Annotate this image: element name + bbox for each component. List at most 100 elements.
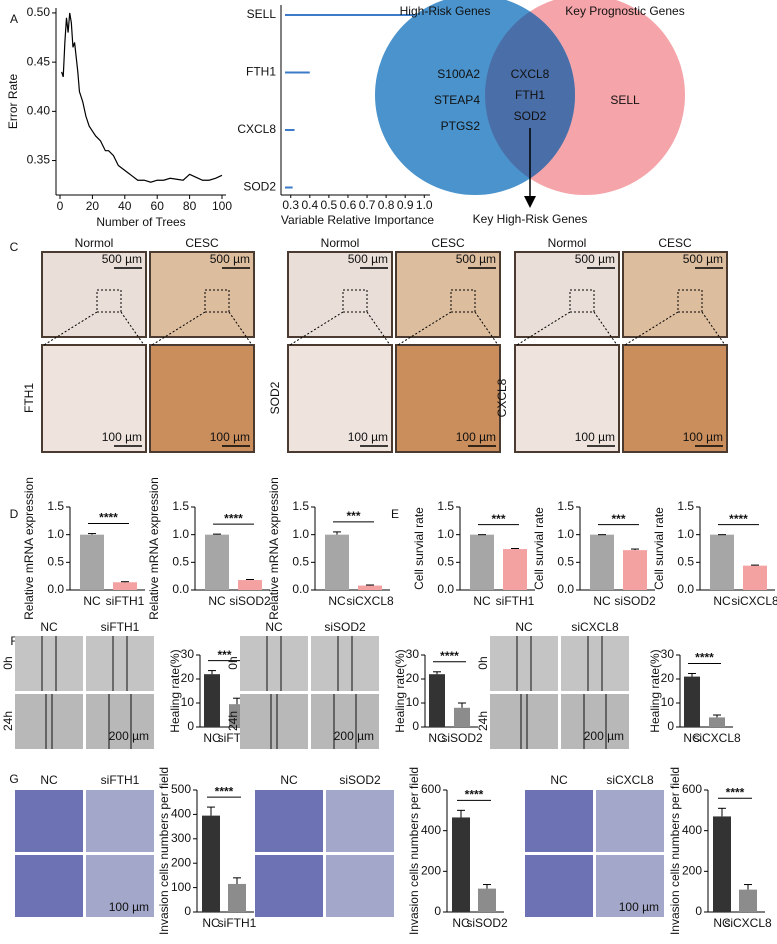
y-tick-label: 400 bbox=[682, 823, 702, 837]
column-header: Normol bbox=[548, 236, 587, 250]
y-tick-label: 20 bbox=[406, 671, 420, 685]
transwell-image bbox=[15, 855, 83, 917]
y-axis-label: Error Rate bbox=[6, 74, 20, 130]
x-tick-label: NC bbox=[593, 594, 611, 608]
error-bar bbox=[511, 548, 519, 550]
significance: *** bbox=[346, 509, 360, 523]
error-bar bbox=[457, 809, 465, 818]
column-header: siSOD2 bbox=[339, 773, 381, 787]
scale-label: 500 µm bbox=[348, 252, 388, 266]
significance: **** bbox=[224, 511, 243, 525]
y-tick-label: 0.40 bbox=[27, 104, 51, 118]
error-bar bbox=[631, 548, 639, 551]
wound-image bbox=[86, 636, 154, 691]
column-header: CESC bbox=[185, 236, 219, 250]
gene: PTGS2 bbox=[441, 119, 481, 133]
histology-image bbox=[622, 344, 728, 453]
x-tick-label: siFTH1 bbox=[496, 594, 535, 608]
significance: *** bbox=[491, 512, 505, 526]
bar bbox=[590, 534, 614, 590]
error-bar bbox=[333, 531, 341, 535]
y-tick-label: 1.5 bbox=[47, 499, 64, 513]
y-axis-label: Invasion cells numbers per field bbox=[668, 767, 682, 935]
y-tick-label: 1.5 bbox=[677, 499, 694, 513]
zoom-box bbox=[569, 289, 595, 313]
wound-image bbox=[561, 636, 629, 691]
y-tick-label: 1.0 bbox=[172, 527, 189, 541]
x-tick-label: 0.7 bbox=[359, 198, 376, 212]
bar bbox=[325, 534, 349, 590]
zoom-line bbox=[397, 311, 452, 346]
bar bbox=[684, 676, 700, 727]
significance: **** bbox=[215, 784, 234, 798]
x-tick-label: NC bbox=[713, 594, 731, 608]
scale-label: 100 µm bbox=[102, 430, 142, 444]
bar bbox=[285, 14, 425, 16]
y-tick-label: 30 bbox=[181, 647, 195, 661]
error-bar bbox=[433, 671, 441, 675]
row-label: 0h bbox=[1, 656, 15, 669]
transwell-image bbox=[326, 855, 394, 917]
venn-left-title: High-Risk Genes bbox=[400, 4, 491, 18]
scale-label: 100 µm bbox=[210, 430, 250, 444]
gene: STEAP4 bbox=[434, 93, 480, 107]
zoom-line bbox=[151, 311, 206, 346]
histology-image bbox=[149, 344, 255, 453]
x-tick-label: 0.3 bbox=[282, 198, 299, 212]
zoom-box bbox=[450, 289, 476, 313]
panel-label: C bbox=[10, 240, 19, 254]
wound-image bbox=[490, 694, 558, 749]
histology-image bbox=[514, 344, 620, 453]
gene: S100A2 bbox=[437, 67, 480, 81]
bar bbox=[452, 817, 470, 912]
bar bbox=[80, 534, 104, 590]
wound-image bbox=[15, 694, 83, 749]
column-header: NC bbox=[265, 620, 283, 634]
column-header: NC bbox=[550, 773, 568, 787]
bar bbox=[358, 585, 382, 590]
y-tick-label: 1.5 bbox=[557, 499, 574, 513]
x-tick-label: siCXCL8 bbox=[731, 594, 777, 608]
error-bar bbox=[246, 578, 254, 581]
significance: **** bbox=[465, 788, 484, 802]
y-tick-label: 0 bbox=[667, 719, 674, 733]
transwell-image bbox=[15, 790, 83, 852]
zoom-box bbox=[96, 289, 122, 313]
error-bar bbox=[207, 806, 215, 816]
histology-image bbox=[395, 344, 501, 453]
significance: *** bbox=[611, 512, 625, 526]
y-tick-label: 300 bbox=[171, 831, 191, 845]
y-axis-label: Relative mRNA expression bbox=[147, 477, 161, 620]
row-label: 0h bbox=[226, 656, 240, 669]
bar bbox=[743, 565, 767, 590]
y-axis-label: Cell survial rate bbox=[652, 507, 666, 590]
error-bar bbox=[213, 533, 221, 535]
scale-label: 100 µm bbox=[109, 900, 149, 914]
y-tick-label: 10 bbox=[181, 695, 195, 709]
bar bbox=[205, 534, 229, 590]
y-tick-label: 100 bbox=[171, 880, 191, 894]
y-tick-label: 0.0 bbox=[292, 582, 309, 596]
x-tick-label: siSOD2 bbox=[614, 594, 656, 608]
column-header: NC bbox=[40, 620, 58, 634]
scale-label: 500 µm bbox=[456, 252, 496, 266]
scale-label: 100 µm bbox=[683, 430, 723, 444]
scale-label: 100 µm bbox=[575, 430, 615, 444]
x-tick-label: NC bbox=[203, 731, 221, 745]
error-bar bbox=[713, 714, 721, 718]
gene: FTH1 bbox=[515, 88, 545, 102]
x-tick-label: 100 bbox=[212, 199, 232, 213]
x-tick-label: NC bbox=[83, 594, 101, 608]
significance: **** bbox=[729, 512, 748, 526]
x-tick-label: NC bbox=[202, 916, 220, 930]
y-tick-label: 500 bbox=[171, 782, 191, 796]
y-tick-label: 1.5 bbox=[292, 499, 309, 513]
scale-label: 500 µm bbox=[102, 252, 142, 266]
y-tick-label: 30 bbox=[406, 647, 420, 661]
column-header: Normol bbox=[75, 236, 114, 250]
column-header: siSOD2 bbox=[324, 620, 366, 634]
bar bbox=[285, 71, 310, 74]
bar bbox=[202, 815, 220, 912]
scale-label: 200 µm bbox=[109, 729, 149, 743]
category-label: SELL bbox=[247, 7, 277, 21]
